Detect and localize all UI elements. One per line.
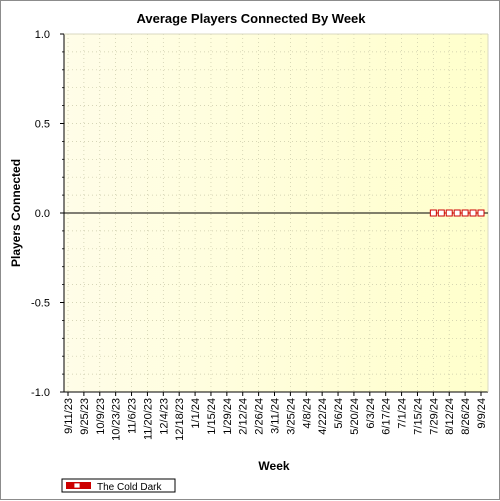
legend: The Cold Dark [61,478,176,493]
x-tick-label: 1/1/24 [190,398,202,429]
x-tick-label: 6/3/24 [365,398,377,429]
data-point [453,209,461,217]
x-tick-label: 12/18/23 [174,398,186,441]
x-tick-label: 9/9/24 [476,398,488,429]
x-tick-label: 1/15/24 [206,398,218,435]
x-tick-label: 1/29/24 [222,398,234,435]
x-tick-label: 4/8/24 [301,398,313,429]
x-tick-label: 11/6/23 [127,398,139,434]
data-point [461,209,469,217]
x-tick-label: 6/17/24 [381,398,393,435]
y-tick-label: -1.0 [31,387,50,399]
x-tick-label: 7/15/24 [412,398,424,435]
y-axis-label: Players Connected [9,159,23,267]
x-tick-label: 5/6/24 [333,398,345,429]
legend-label: The Cold Dark [97,482,162,493]
data-point [477,209,485,217]
x-tick-label: 2/26/24 [254,398,266,435]
y-tick-label: 0.5 [35,119,50,131]
legend-marker [73,482,81,489]
y-tick-label: 1.0 [35,29,50,41]
x-tick-label: 10/9/23 [95,398,107,435]
x-tick-label: 2/12/24 [238,398,250,435]
y-tick-label: 0.0 [35,208,50,220]
x-tick-label: 7/1/24 [397,398,409,429]
x-axis-label: Week [258,459,289,473]
x-tick-label: 7/29/24 [428,398,440,435]
x-tick-label: 8/26/24 [460,398,472,435]
x-tick-label: 3/11/24 [270,398,282,434]
ticks: 1.0 0.5 0.0 -0.5 -1.0 9/11/23 9/25/23 10/9/23 10… [31,29,488,441]
x-tick-label: 9/11/23 [63,398,75,434]
x-tick-label: 8/12/24 [444,398,456,435]
data-point [429,209,437,217]
data-point [469,209,477,217]
x-tick-label: 4/22/24 [317,398,329,435]
chart-title: Average Players Connected By Week [136,11,366,26]
x-tick-label: 12/4/23 [158,398,170,435]
x-tick-label: 11/20/23 [142,398,154,440]
data-point [437,209,445,217]
x-tick-label: 9/25/23 [79,398,91,435]
x-tick-label: 10/23/23 [111,398,123,441]
series-layer [429,209,485,217]
x-tick-label: 5/20/24 [349,398,361,435]
x-tick-label: 3/25/24 [285,398,297,435]
data-point [445,209,453,217]
y-tick-label: -0.5 [31,298,50,310]
